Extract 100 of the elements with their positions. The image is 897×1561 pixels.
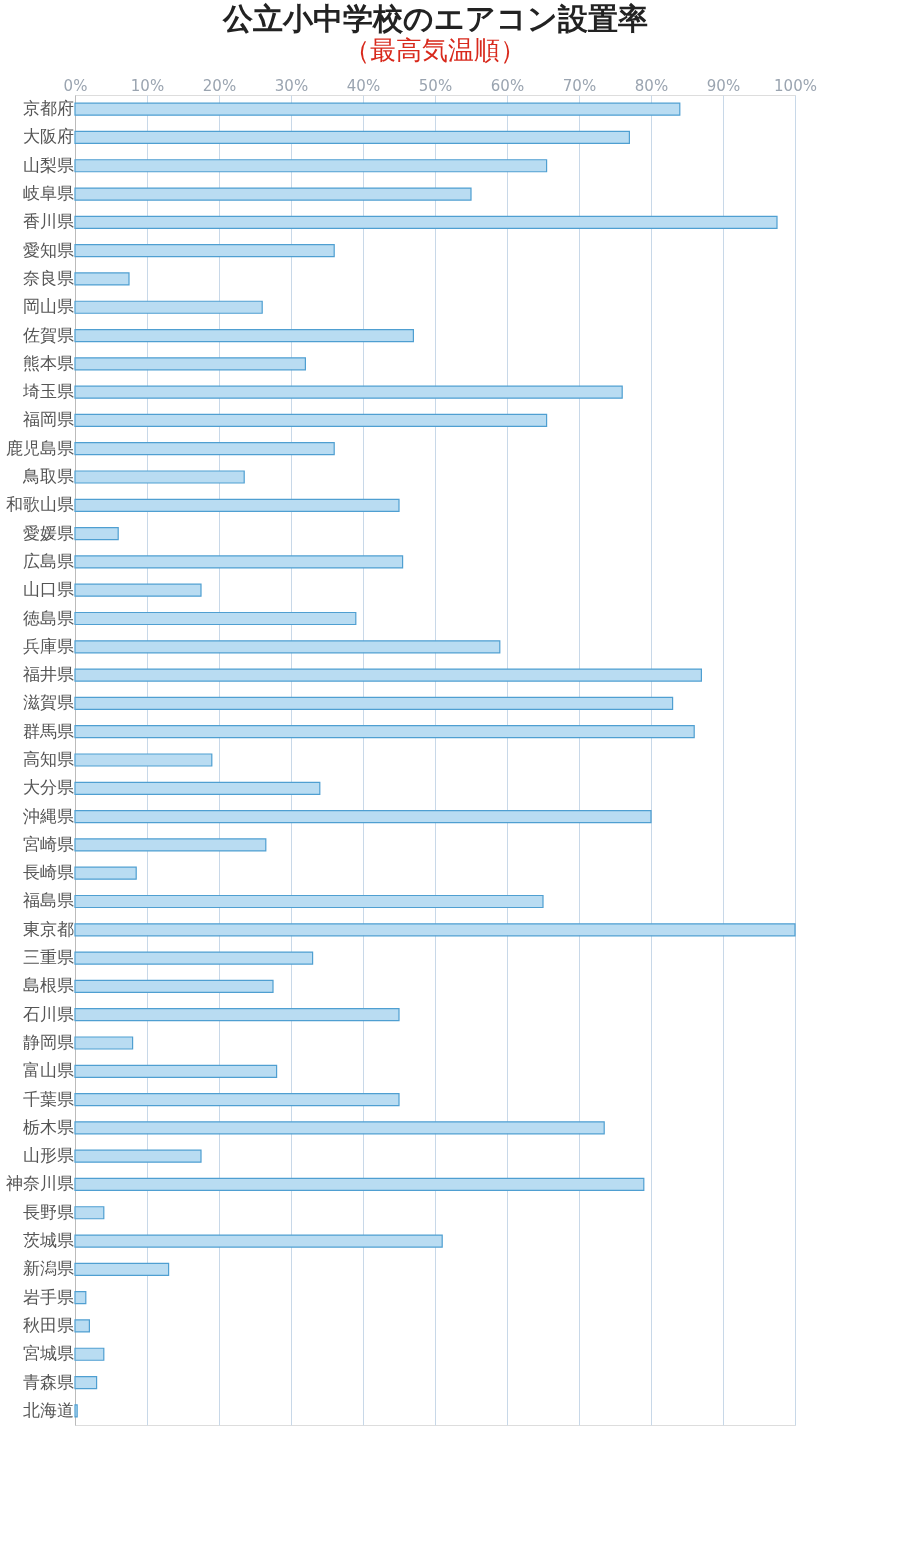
- y-tick-label: 沖縄県: [22, 805, 74, 826]
- y-tick-label: 山梨県: [22, 154, 74, 175]
- y-tick-label: 福島県: [22, 890, 74, 911]
- chart-subtitle: （最高気温順）: [344, 35, 526, 65]
- bar: [74, 102, 681, 116]
- bar: [74, 838, 267, 852]
- y-tick-label: 北海道: [22, 1399, 74, 1420]
- y-tick-label: 福岡県: [22, 409, 74, 430]
- x-tick-label: 0%: [63, 76, 88, 95]
- chart-title: 公立小中学校のエアコン設置率: [221, 1, 648, 36]
- bar: [74, 1347, 105, 1361]
- y-tick-label: 島根県: [22, 975, 74, 996]
- y-tick-label: 鳥取県: [21, 466, 74, 487]
- x-tick-label: 50%: [418, 76, 453, 95]
- y-tick-label: 香川県: [22, 211, 74, 232]
- bar: [74, 357, 306, 371]
- y-tick-label: 埼玉県: [21, 381, 74, 402]
- y-tick-label: 長野県: [22, 1201, 74, 1222]
- y-tick-label: 宮城県: [22, 1343, 74, 1364]
- bar: [74, 611, 357, 626]
- x-tick-label: 100%: [774, 76, 817, 95]
- bar: [74, 781, 321, 795]
- bar: [74, 1092, 400, 1107]
- y-tick-label: 福井県: [22, 664, 74, 685]
- y-tick-label: 鹿児島県: [5, 437, 74, 458]
- bar: [74, 1206, 105, 1220]
- bar: [74, 1177, 645, 1192]
- y-tick-label: 和歌山県: [5, 494, 74, 515]
- y-tick-label: 京都府: [22, 98, 74, 119]
- bar: [74, 753, 213, 767]
- bar: [74, 1064, 278, 1078]
- y-tick-label: 長崎県: [22, 862, 74, 883]
- bar: [74, 894, 544, 909]
- y-tick-label: 秋田県: [22, 1314, 74, 1335]
- bar: [74, 130, 630, 145]
- y-tick-label: 千葉県: [22, 1088, 74, 1109]
- y-tick-label: 岐阜県: [22, 183, 74, 204]
- y-tick-label: 兵庫県: [22, 635, 74, 656]
- y-tick-label: 佐賀県: [22, 324, 74, 345]
- y-tick-label: 岩手県: [22, 1286, 74, 1307]
- bar: [74, 696, 674, 710]
- bar: [74, 951, 314, 965]
- y-tick-label: 岡山県: [22, 296, 74, 317]
- y-tick-label: 群馬県: [22, 720, 74, 741]
- y-tick-label: 静岡県: [22, 1031, 74, 1052]
- bar: [74, 668, 702, 682]
- x-tick-label: 40%: [346, 76, 381, 95]
- bar: [74, 470, 245, 484]
- bar: [74, 272, 130, 286]
- bar: [74, 328, 414, 343]
- bar: [74, 413, 548, 428]
- bar: [74, 385, 623, 399]
- bar: [74, 725, 695, 739]
- bar: [74, 527, 119, 541]
- x-tick-label: 90%: [706, 76, 741, 95]
- bar: [74, 1404, 78, 1418]
- x-tick-label: 10%: [130, 76, 165, 95]
- bar: [74, 1319, 90, 1333]
- x-tick-label: 80%: [634, 76, 669, 95]
- y-tick-label: 愛媛県: [22, 522, 74, 543]
- bar: [74, 244, 335, 258]
- bar: [74, 1375, 98, 1390]
- x-tick-label: 20%: [202, 76, 237, 95]
- y-tick-label: 茨城県: [22, 1230, 74, 1251]
- bar: [74, 1234, 443, 1248]
- bar: [74, 640, 501, 654]
- bar: [74, 1149, 202, 1163]
- bar: [74, 1291, 87, 1305]
- bar: [74, 442, 335, 456]
- y-tick-label: 石川県: [22, 1003, 74, 1024]
- y-tick-label: 東京都: [22, 918, 74, 939]
- y-tick-label: 富山県: [22, 1060, 74, 1081]
- bar: [74, 300, 263, 314]
- bar: [74, 583, 202, 597]
- y-tick-label: 滋賀県: [22, 692, 74, 713]
- bar: [74, 159, 548, 173]
- y-tick-label: 青森県: [22, 1371, 74, 1392]
- bar: [74, 923, 796, 937]
- x-tick-label: 30%: [274, 76, 309, 95]
- y-tick-label: 大阪府: [22, 126, 74, 147]
- y-tick-label: 宮崎県: [22, 833, 74, 854]
- bar: [74, 1121, 605, 1135]
- bar: [74, 810, 652, 824]
- y-tick-label: 熊本県: [22, 352, 74, 373]
- y-tick-label: 神奈川県: [5, 1173, 74, 1194]
- bar: [74, 1262, 170, 1276]
- y-tick-label: 高知県: [22, 749, 74, 769]
- bar: [74, 866, 137, 880]
- bar: [74, 979, 274, 993]
- y-tick-label: 奈良県: [22, 267, 74, 288]
- bar: [74, 1008, 400, 1022]
- y-tick-label: 徳島県: [22, 607, 74, 628]
- y-tick-label: 新潟県: [22, 1258, 74, 1279]
- bar: [74, 215, 778, 229]
- bar: [74, 1036, 134, 1050]
- x-tick-label: 60%: [490, 76, 525, 95]
- x-tick-label: 70%: [562, 76, 597, 95]
- y-tick-label: 栃木県: [22, 1116, 74, 1137]
- y-tick-label: 山形県: [22, 1145, 74, 1166]
- bar: [74, 555, 404, 569]
